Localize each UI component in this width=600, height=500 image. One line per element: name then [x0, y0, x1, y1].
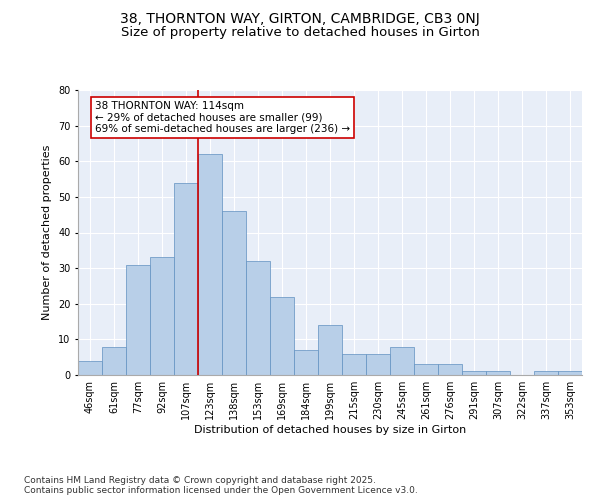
Bar [318, 325, 342, 375]
Bar [78, 361, 102, 375]
Bar [294, 350, 318, 375]
Bar [342, 354, 366, 375]
Bar [198, 154, 222, 375]
Bar [534, 372, 558, 375]
Bar [462, 372, 486, 375]
Text: Contains HM Land Registry data © Crown copyright and database right 2025.
Contai: Contains HM Land Registry data © Crown c… [24, 476, 418, 495]
Text: 38, THORNTON WAY, GIRTON, CAMBRIDGE, CB3 0NJ: 38, THORNTON WAY, GIRTON, CAMBRIDGE, CB3… [120, 12, 480, 26]
Bar [270, 296, 294, 375]
Y-axis label: Number of detached properties: Number of detached properties [43, 145, 52, 320]
Bar [366, 354, 390, 375]
Bar [246, 261, 270, 375]
Text: Size of property relative to detached houses in Girton: Size of property relative to detached ho… [121, 26, 479, 39]
Text: 38 THORNTON WAY: 114sqm
← 29% of detached houses are smaller (99)
69% of semi-de: 38 THORNTON WAY: 114sqm ← 29% of detache… [95, 100, 350, 134]
X-axis label: Distribution of detached houses by size in Girton: Distribution of detached houses by size … [194, 425, 466, 435]
Bar [558, 372, 582, 375]
Bar [174, 182, 198, 375]
Bar [486, 372, 510, 375]
Bar [414, 364, 438, 375]
Bar [438, 364, 462, 375]
Bar [102, 346, 126, 375]
Bar [222, 211, 246, 375]
Bar [150, 258, 174, 375]
Bar [126, 264, 150, 375]
Bar [390, 346, 414, 375]
